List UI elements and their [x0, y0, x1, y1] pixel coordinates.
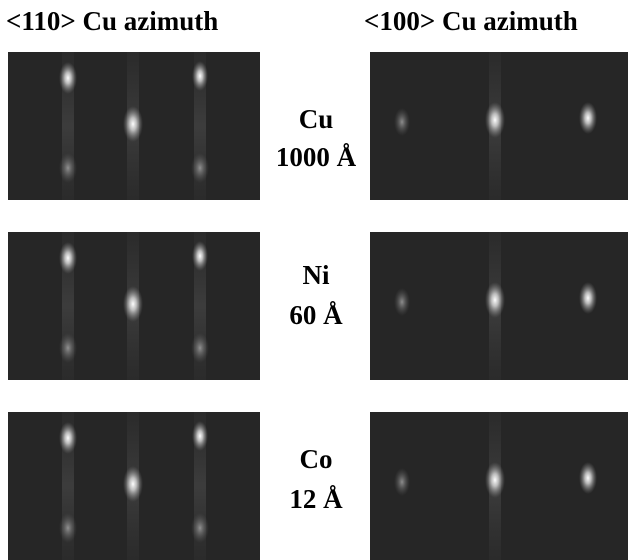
rheed-pattern	[8, 412, 260, 560]
rheed-pattern	[8, 232, 260, 380]
rheed-pattern	[370, 232, 628, 380]
column-header: <100> Cu azimuth	[364, 6, 578, 36]
row-thickness: 60 Å	[289, 300, 343, 330]
rheed-pattern	[370, 412, 628, 560]
column-header: <110> Cu azimuth	[6, 6, 218, 36]
row-element: Ni	[303, 260, 330, 290]
row-element: Cu	[299, 104, 334, 134]
row-element: Co	[300, 444, 333, 474]
rheed-pattern	[8, 52, 260, 200]
rheed-pattern	[370, 52, 628, 200]
row-thickness: 1000 Å	[276, 142, 357, 172]
row-thickness: 12 Å	[289, 484, 343, 514]
figure: <110> Cu azimuth <100> Cu azimuth Cu 100…	[0, 0, 630, 560]
